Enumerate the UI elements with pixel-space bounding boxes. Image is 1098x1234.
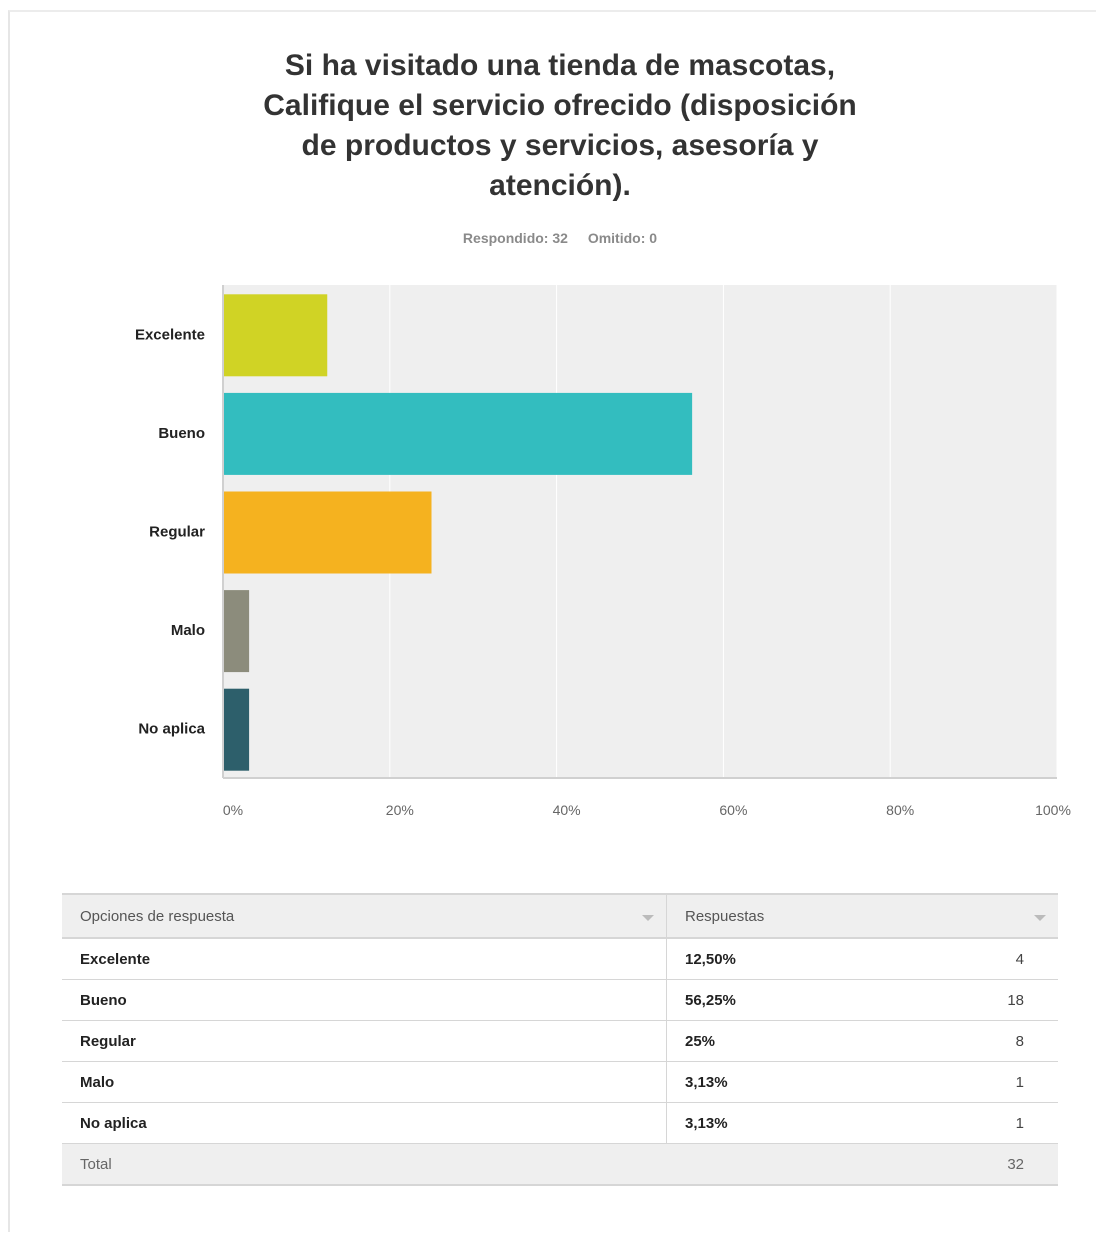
total-label: Total: [62, 1143, 963, 1186]
x-tick-label: 20%: [386, 802, 414, 818]
header-options-label: Opciones de respuesta: [80, 907, 235, 925]
total-value: 32: [963, 1143, 1058, 1186]
response-summary: Respondido: 32 Omitido: 0: [0, 230, 1098, 246]
x-tick-label: 80%: [886, 802, 914, 818]
title-line: Califique el servicio ofrecido (disposic…: [263, 89, 857, 122]
category-label: Bueno: [158, 425, 205, 442]
x-tick-label: 40%: [553, 802, 581, 818]
row-percent: 3,13%: [666, 1102, 963, 1144]
results-table: Opciones de respuesta Respuestas Excelen…: [62, 893, 1058, 1186]
x-tick-label: 60%: [719, 802, 747, 818]
category-label: Regular: [149, 524, 205, 541]
row-option: No aplica: [62, 1102, 667, 1144]
title-line: Si ha visitado una tienda de mascotas,: [284, 49, 836, 82]
row-count: 4: [963, 938, 1058, 980]
chart-title: Si ha visitado una tienda de mascotas, C…: [200, 46, 920, 206]
header-responses-label: Respuestas: [685, 907, 765, 925]
row-option: Excelente: [62, 938, 667, 980]
header-options[interactable]: Opciones de respuesta: [62, 893, 667, 939]
row-count: 1: [963, 1061, 1058, 1103]
row-percent: 25%: [666, 1020, 963, 1062]
table-row: Malo 3,13% 1: [62, 1061, 1058, 1103]
table-row: Excelente 12,50% 4: [62, 938, 1058, 980]
answered-count: Respondido: 32: [462, 230, 568, 246]
bar: [224, 688, 250, 771]
row-count: 18: [963, 979, 1058, 1021]
row-count: 1: [963, 1102, 1058, 1144]
category-label: No aplica: [138, 721, 205, 738]
row-option: Malo: [62, 1061, 667, 1103]
table-row: Regular 25% 8: [62, 1020, 1058, 1062]
table-row: Bueno 56,25% 18: [62, 979, 1058, 1021]
bar-chart: 0% 20% 40% 60% 80% 100% Excelente Bueno Regular M…: [135, 285, 1071, 818]
row-count: 8: [963, 1020, 1058, 1062]
table-header-row: Opciones de respuesta Respuestas: [62, 893, 1058, 939]
header-responses[interactable]: Respuestas: [666, 893, 1058, 939]
title-line: atención).: [489, 169, 631, 202]
category-label: Excelente: [135, 326, 205, 343]
sort-caret-icon[interactable]: [1034, 915, 1046, 921]
skipped-count: Omitido: 0: [587, 230, 658, 246]
results-table-container: Opciones de respuesta Respuestas Excelen…: [62, 893, 1058, 1186]
row-percent: 3,13%: [666, 1061, 963, 1103]
bar: [224, 491, 432, 574]
title-line: de productos y servicios, asesoría y: [301, 129, 819, 162]
bar: [224, 590, 250, 673]
bar: [224, 294, 328, 377]
total-row: Total 32: [62, 1143, 1058, 1186]
table-row: No aplica 3,13% 1: [62, 1102, 1058, 1144]
row-option: Regular: [62, 1020, 667, 1062]
row-percent: 12,50%: [666, 938, 963, 980]
row-option: Bueno: [62, 979, 667, 1021]
x-tick-label: 0%: [223, 802, 243, 818]
panel-frame: [8, 10, 1096, 1232]
x-tick-label: 100%: [1035, 802, 1071, 818]
bar: [224, 392, 693, 475]
row-percent: 56,25%: [666, 979, 963, 1021]
category-label: Malo: [171, 622, 205, 639]
sort-caret-icon[interactable]: [642, 915, 654, 921]
